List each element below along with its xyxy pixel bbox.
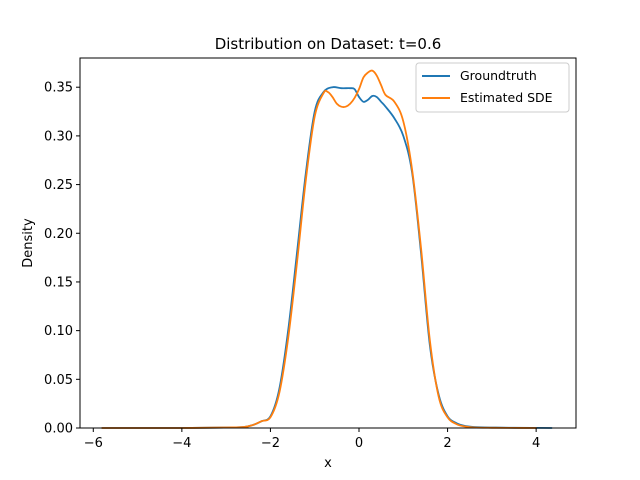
y-tick-label: 0.00 <box>44 422 73 437</box>
x-tick-label: 2 <box>443 436 451 451</box>
y-tick-label: 0.20 <box>44 227 73 242</box>
series-line-estimated-sde <box>101 69 538 429</box>
y-tick-label: 0.25 <box>44 178 73 193</box>
plot-frame <box>79 57 577 429</box>
plot-lines <box>101 69 553 429</box>
legend: Groundtruth Estimated SDE <box>415 62 570 113</box>
x-tick-label: −4 <box>172 436 191 451</box>
x-tick-label: 0 <box>355 436 363 451</box>
x-axis-label: x <box>324 456 332 471</box>
y-tick-label: 0.35 <box>44 81 73 96</box>
y-tick-label: 0.30 <box>44 129 73 144</box>
x-axis-ticks: −6 −4 −2 0 2 4 <box>84 428 540 451</box>
chart-title: Distribution on Dataset: t=0.6 <box>215 35 442 53</box>
legend-entry-estimated-sde: Estimated SDE <box>460 90 553 105</box>
y-tick-label: 0.10 <box>44 324 73 339</box>
x-tick-label: 4 <box>532 436 540 451</box>
legend-entry-groundtruth: Groundtruth <box>460 68 537 83</box>
x-tick-label: −6 <box>84 436 103 451</box>
x-tick-label: −2 <box>261 436 280 451</box>
y-tick-label: 0.05 <box>44 373 73 388</box>
y-axis-ticks: 0.00 0.05 0.10 0.15 0.20 0.25 0.30 0.35 <box>44 81 80 437</box>
legend-box <box>415 62 570 113</box>
y-tick-label: 0.15 <box>44 275 73 290</box>
y-axis-label: Density <box>21 218 36 268</box>
